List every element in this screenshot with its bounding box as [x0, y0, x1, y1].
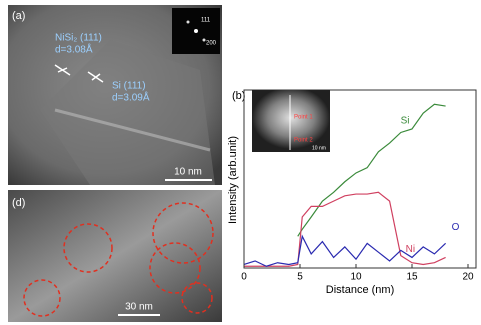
panel-label: (d)	[12, 197, 25, 209]
spot-label: 111	[201, 18, 211, 24]
spot	[186, 20, 190, 24]
y-axis-label: Intensity (arb.unit)	[227, 136, 239, 224]
x-tick-label: 10	[350, 272, 362, 283]
scale-label: 10 nm	[174, 167, 202, 178]
x-tick-label: 5	[297, 272, 303, 283]
x-axis-label: Distance (nm)	[326, 284, 394, 296]
plot-frame	[243, 89, 477, 269]
annotation: Si (111)	[112, 81, 146, 92]
series-line	[244, 191, 446, 267]
grain	[40, 40, 215, 185]
series-label: O	[452, 222, 460, 233]
boundary	[54, 108, 211, 152]
annotation: d=3.08Å	[55, 43, 93, 56]
scale-label: 10 nm	[312, 145, 326, 151]
series-line	[243, 234, 447, 267]
scale-label: 30 nm	[125, 302, 153, 313]
annotation: Point 1	[294, 115, 313, 121]
panel-label: (b)	[232, 90, 245, 102]
x-tick-label: 20	[462, 272, 474, 283]
series-label: Ni	[406, 244, 415, 255]
series-line	[297, 103, 446, 237]
circles	[23, 202, 214, 317]
annotation: d=3.09Å	[112, 91, 150, 104]
inset-image	[252, 90, 330, 152]
sem-image	[8, 190, 222, 322]
x-tick-label: 0	[241, 272, 247, 283]
spot-label: 200	[206, 41, 217, 47]
annotation: NiSi₂ (111)	[55, 33, 102, 44]
plot: Si Ni O	[243, 103, 460, 267]
x-tick-label: 15	[406, 272, 418, 283]
spot	[194, 29, 198, 33]
marker	[54, 64, 104, 83]
annotation: Point 2	[294, 138, 313, 144]
series-label: Si	[401, 116, 410, 127]
panel-label: (a)	[12, 10, 25, 22]
spot	[202, 38, 206, 42]
